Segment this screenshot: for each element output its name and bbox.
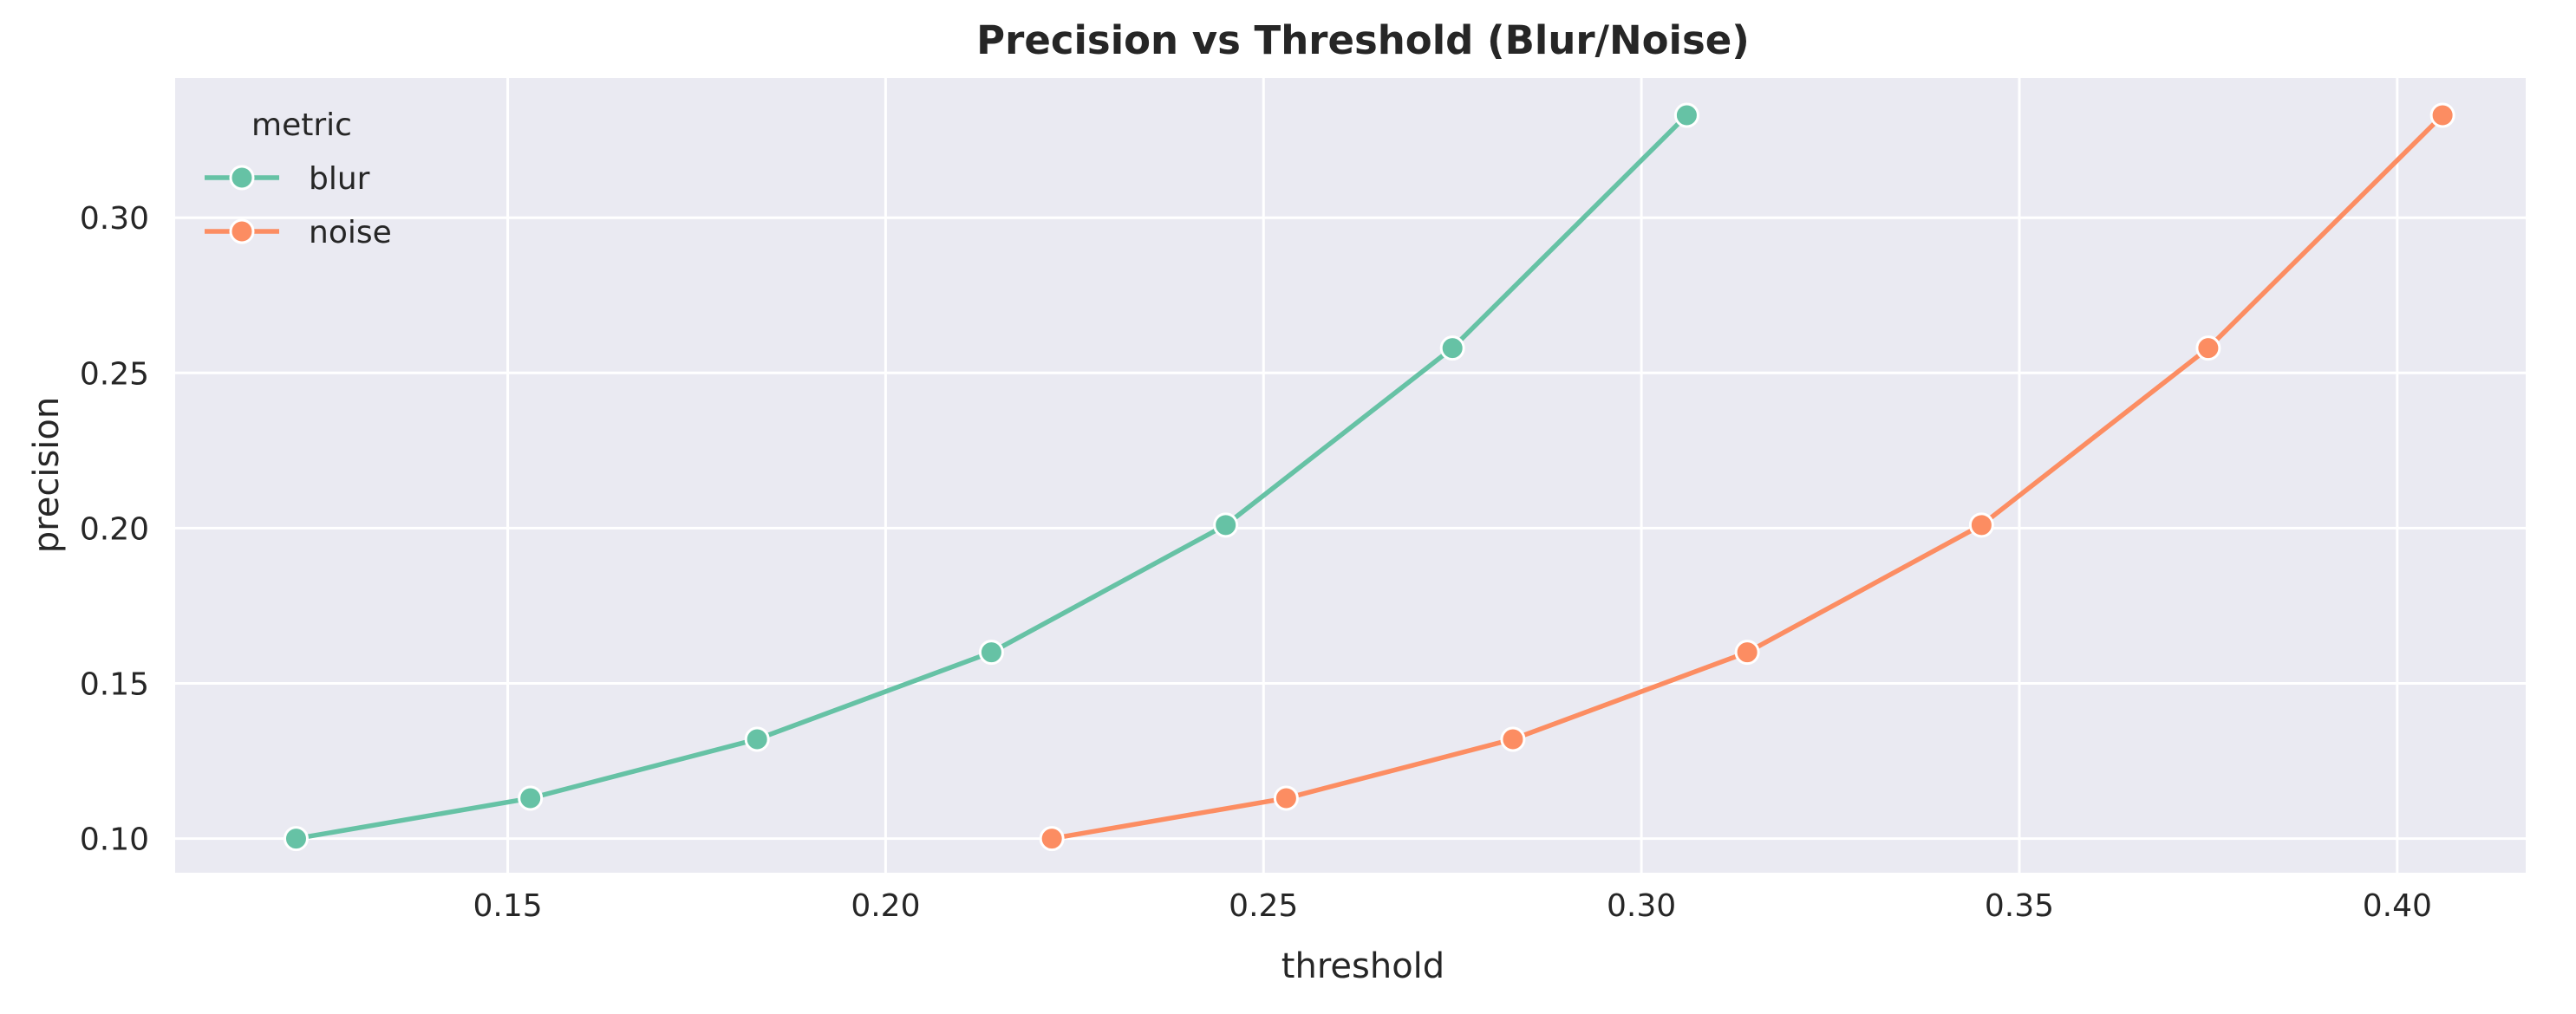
chart-title: Precision vs Threshold (Blur/Noise) <box>976 17 1750 63</box>
legend-item-blur: blur <box>205 161 370 197</box>
x-tick-label: 0.35 <box>1985 888 2054 924</box>
y-tick-labels: 0.10 0.15 0.20 0.25 0.30 <box>80 201 149 857</box>
data-point <box>1039 826 1065 852</box>
legend-marker-icon <box>229 218 255 244</box>
data-point <box>283 826 309 852</box>
legend-marker-icon <box>229 165 255 191</box>
data-point <box>1273 785 1299 811</box>
x-tick-label: 0.15 <box>473 888 542 924</box>
x-tick-labels: 0.15 0.20 0.25 0.30 0.35 0.40 <box>473 888 2431 924</box>
x-tick-label: 0.30 <box>1607 888 1676 924</box>
data-point <box>1439 335 1465 361</box>
data-point <box>1500 726 1526 752</box>
legend-title: metric <box>251 107 352 143</box>
series-group <box>283 102 2455 852</box>
data-point <box>1213 512 1239 538</box>
data-point <box>1968 512 1994 538</box>
data-point <box>2195 335 2221 361</box>
data-point <box>518 785 544 811</box>
x-tick-label: 0.20 <box>851 888 920 924</box>
y-tick-label: 0.20 <box>80 511 149 547</box>
y-axis-label: precision <box>27 397 67 553</box>
data-point <box>978 640 1004 666</box>
x-tick-label: 0.40 <box>2363 888 2432 924</box>
data-point <box>1673 102 1699 128</box>
x-axis-label: threshold <box>1281 946 1445 986</box>
y-tick-label: 0.25 <box>80 356 149 392</box>
legend-item-noise: noise <box>205 215 392 250</box>
y-tick-label: 0.15 <box>80 666 149 702</box>
x-tick-label: 0.25 <box>1229 888 1298 924</box>
plot-area <box>175 78 2526 873</box>
grid <box>175 78 2526 873</box>
legend: metric blur noise <box>205 107 392 250</box>
legend-label: blur <box>309 161 370 197</box>
data-point <box>1734 640 1760 666</box>
data-point <box>744 726 770 752</box>
data-point <box>2429 102 2455 128</box>
series-noise <box>1039 102 2455 852</box>
y-tick-label: 0.30 <box>80 201 149 237</box>
series-blur <box>283 102 1699 852</box>
legend-label: noise <box>309 215 392 250</box>
y-tick-label: 0.10 <box>80 822 149 858</box>
